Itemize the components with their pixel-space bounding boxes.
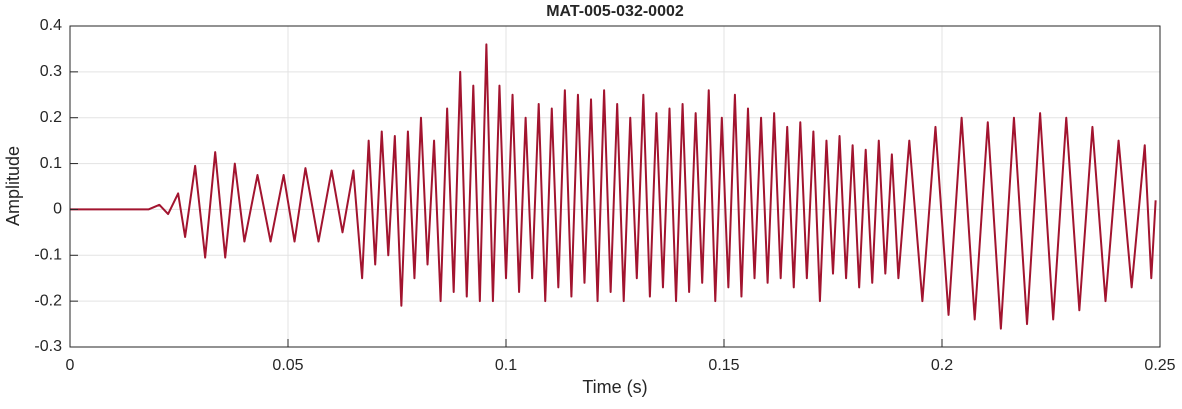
x-tick-label: 0.15 <box>708 357 739 374</box>
y-tick-label: 0.3 <box>40 63 62 80</box>
y-tick-label: -0.2 <box>34 292 62 309</box>
x-tick-label: 0.05 <box>272 357 303 374</box>
x-tick-label: 0 <box>66 357 75 374</box>
y-tick-label: 0.4 <box>40 17 62 34</box>
y-axis-label: Amplitude <box>3 146 23 226</box>
x-tick-label: 0.25 <box>1144 357 1175 374</box>
axes-box <box>69 25 1161 348</box>
x-axis-label: Time (s) <box>582 377 647 397</box>
y-tick-label: -0.1 <box>34 247 62 264</box>
plot <box>70 43 1157 330</box>
y-tick-label: 0.1 <box>40 155 62 172</box>
y-tick-label: 0.2 <box>40 109 62 126</box>
x-tick-label: 0.1 <box>495 357 517 374</box>
waveform-line <box>70 43 1157 330</box>
x-tick-label: 0.2 <box>931 357 953 374</box>
chart-title: MAT-005-032-0002 <box>546 3 684 20</box>
y-tick-label: -0.3 <box>34 338 62 355</box>
y-tick-label: 0 <box>53 201 62 218</box>
